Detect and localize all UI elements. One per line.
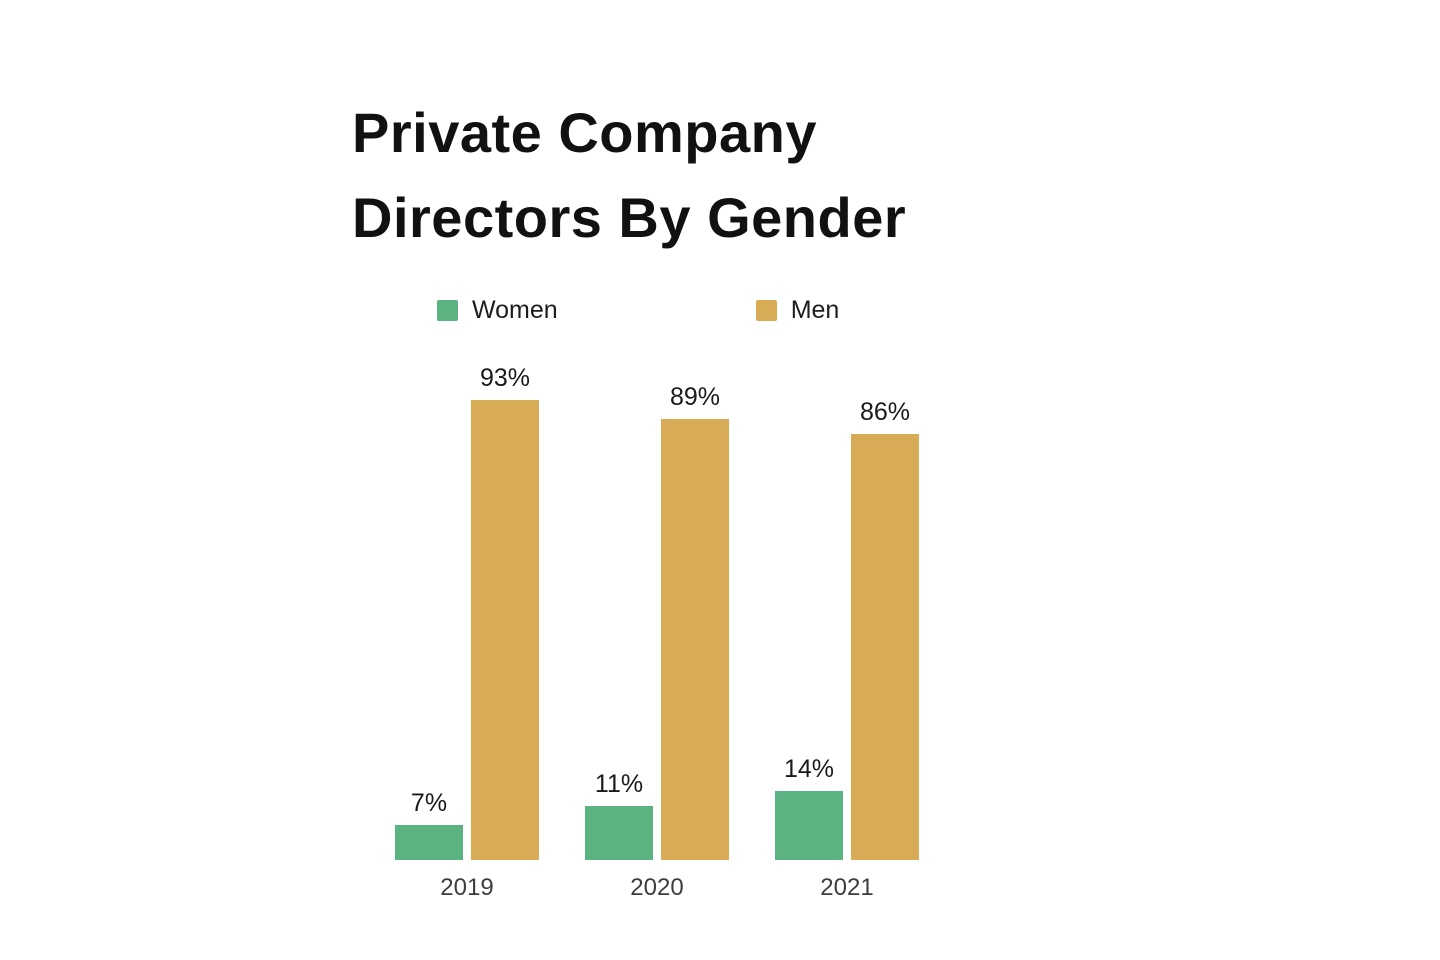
x-axis-label: 2019 xyxy=(440,874,494,901)
men-bar xyxy=(661,419,729,860)
bar-group-2021: 14% 86% 2021 xyxy=(775,352,919,902)
men-swatch-icon xyxy=(755,300,777,321)
women-swatch-icon xyxy=(437,300,458,321)
bar-column-men-2021: 86% xyxy=(851,398,919,860)
bars-row: 11% 89% xyxy=(585,352,729,860)
bar-value-label: 14% xyxy=(783,755,835,783)
legend-item-men: Men xyxy=(755,296,840,325)
women-bar xyxy=(775,791,843,860)
bar-column-women-2021: 14% xyxy=(775,755,843,860)
legend-label-men: Men xyxy=(790,296,840,324)
bar-column-women-2020: 11% xyxy=(585,770,653,860)
bar-value-label: 86% xyxy=(859,398,911,426)
bar-value-label: 7% xyxy=(410,789,448,817)
bar-group-2019: 7% 93% 2019 xyxy=(395,352,539,902)
bar-column-men-2019: 93% xyxy=(471,364,539,860)
bars-row: 7% 93% xyxy=(395,352,539,860)
bars-row: 14% 86% xyxy=(775,352,919,860)
bar-value-label: 93% xyxy=(479,364,531,392)
bar-group-2020: 11% 89% 2020 xyxy=(585,352,729,902)
bar-column-women-2019: 7% xyxy=(395,789,463,860)
bar-column-men-2020: 89% xyxy=(661,383,729,860)
men-bar xyxy=(851,434,919,860)
chart-title-line2: Directors By Gender xyxy=(352,186,907,250)
chart-title: Private Company Directors By Gender xyxy=(352,90,906,260)
men-bar xyxy=(471,400,539,860)
women-bar xyxy=(395,825,463,860)
bar-value-label: 89% xyxy=(669,383,721,411)
chart-title-line1: Private Company xyxy=(352,101,817,164)
legend-label-women: Women xyxy=(472,296,558,324)
legend-item-women: Women xyxy=(437,296,558,325)
x-axis-label: 2020 xyxy=(630,874,684,901)
women-bar xyxy=(585,806,653,860)
x-axis-label: 2021 xyxy=(820,874,874,901)
chart-legend: Women Men xyxy=(437,296,839,325)
bar-chart: 7% 93% 2019 11% 89% 2020 14% 86% 2021 xyxy=(395,352,919,902)
bar-value-label: 11% xyxy=(594,770,644,798)
